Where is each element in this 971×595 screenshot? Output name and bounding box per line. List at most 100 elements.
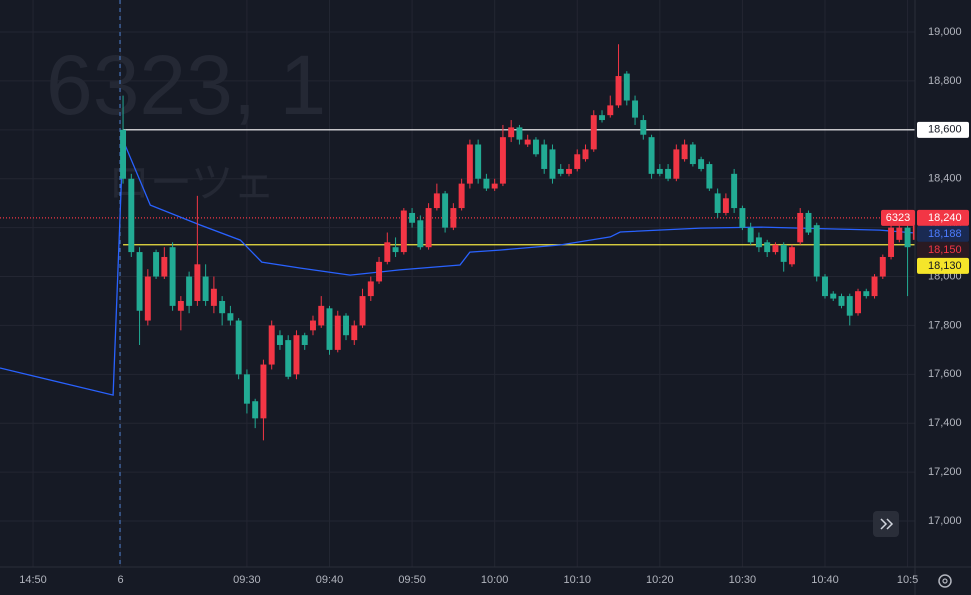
candle-body (549, 149, 556, 179)
candle-body (483, 178, 490, 189)
candle-body (466, 144, 473, 184)
price-tag-bg (917, 225, 969, 242)
candle-body (285, 340, 292, 377)
candle-body (574, 154, 581, 169)
candle-body (805, 212, 812, 233)
candle-body (599, 115, 605, 121)
candle-body (219, 300, 226, 314)
candle-body (722, 198, 729, 213)
candle-body (590, 115, 597, 150)
x-tick-label: 09:40 (316, 574, 344, 586)
candle-body (409, 212, 416, 223)
x-tick-label: 6 (118, 574, 124, 586)
price-tag-bg (917, 121, 969, 138)
candle-body (541, 144, 548, 169)
candle-body (351, 325, 358, 341)
y-tick-label: 17,400 (928, 417, 962, 429)
candle-body (681, 144, 688, 160)
candle-body (731, 173, 738, 209)
candle-body (260, 364, 267, 419)
candle-body (904, 227, 911, 248)
price-tag-label: 18,600 (928, 124, 962, 136)
candle-body (136, 252, 143, 311)
x-tick-label: 10:20 (646, 574, 674, 586)
candle-body (194, 264, 201, 301)
candle-body (557, 168, 564, 174)
axes: 17,00017,20017,40017,60017,80018,00018,2… (19, 26, 961, 586)
candle-body (442, 193, 449, 228)
candle-body (458, 183, 465, 209)
candle-body (153, 252, 160, 277)
price-tag-bg (917, 257, 969, 274)
candle-body (276, 335, 283, 345)
candle-body (615, 76, 622, 106)
candle-body (450, 208, 457, 228)
candle-body (120, 129, 127, 179)
candle-body (326, 308, 333, 350)
candle-body (764, 242, 771, 253)
candle-body (202, 276, 209, 301)
candle-body (169, 247, 176, 306)
candle-body (524, 139, 531, 145)
candle-body (822, 276, 828, 297)
candle-body (813, 225, 820, 277)
scroll-button[interactable] (873, 511, 899, 537)
candle-body (359, 296, 366, 326)
candle-body (516, 127, 523, 140)
candle-body (879, 256, 886, 277)
candle-body (755, 237, 762, 248)
candle-body (343, 315, 349, 336)
candle-body (177, 300, 184, 311)
candle-body (747, 227, 754, 243)
candle-body (508, 127, 515, 138)
watermark-sub: ローツェ (108, 159, 275, 206)
price-tag-bg (917, 209, 969, 226)
candle-body (235, 320, 242, 375)
settings-icon[interactable] (938, 574, 952, 588)
plot-area (0, 44, 915, 441)
candle-body (632, 100, 639, 118)
candle-body (252, 401, 259, 419)
candle-body (871, 276, 878, 297)
candle-body (607, 105, 614, 116)
symbol-tag-bg (881, 209, 915, 226)
candle-body (896, 227, 903, 240)
x-tick-label: 09:50 (398, 574, 426, 586)
candle-body (706, 164, 713, 189)
candle-body (392, 247, 399, 253)
candle-body (376, 261, 383, 282)
price-tag-label: 18,150 (928, 244, 962, 256)
candle-body (665, 168, 672, 179)
candle-body (310, 320, 316, 331)
candle-body (301, 335, 308, 345)
x-tick-label: 14:50 (19, 574, 47, 586)
candle-body (912, 217, 915, 240)
candle-body (846, 296, 853, 316)
candle-body (417, 220, 424, 248)
candle-body (855, 291, 861, 314)
x-tick-label: 10:30 (729, 574, 757, 586)
candle-body (673, 149, 680, 179)
candle-body (144, 276, 151, 321)
candle-body (400, 210, 407, 253)
candle-body (656, 168, 663, 174)
candle-body (689, 144, 696, 165)
candle-body (128, 178, 135, 253)
x-tick-label: 10:00 (481, 574, 509, 586)
symbol-tag-label: 6323 (886, 212, 910, 224)
candle-body (243, 374, 250, 404)
candle-body (293, 335, 300, 375)
candle-body (788, 247, 795, 265)
candle-body (582, 149, 589, 160)
candle-body (863, 291, 870, 297)
y-tick-label: 17,600 (928, 368, 962, 380)
candle-body (186, 276, 193, 306)
y-tick-label: 19,000 (928, 26, 962, 38)
candle-body (499, 137, 506, 184)
candle-body (830, 293, 837, 299)
candle-body (797, 212, 804, 243)
y-tick-label: 17,800 (928, 319, 962, 331)
candle-body (698, 159, 705, 169)
